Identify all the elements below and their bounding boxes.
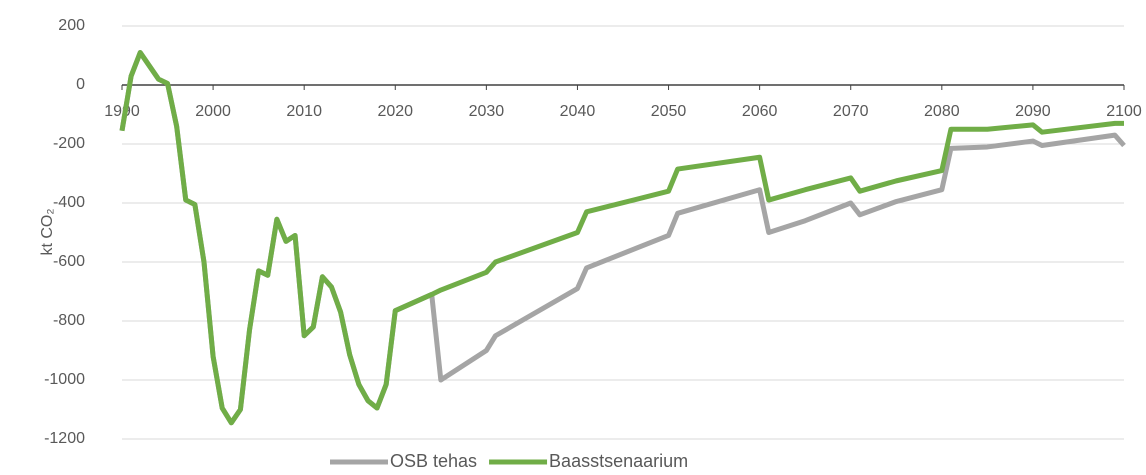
x-tick-label: 2030 <box>469 103 505 120</box>
x-tick-label: 2000 <box>195 103 231 120</box>
y-tick-label: 0 <box>76 76 85 93</box>
legend-label: Baasstsenaarium <box>549 451 688 471</box>
y-tick-label: -1000 <box>44 371 85 388</box>
x-tick-label: 2040 <box>560 103 596 120</box>
x-tick-label: 2020 <box>377 103 413 120</box>
y-tick-label: -400 <box>53 194 85 211</box>
x-tick-label: 2070 <box>833 103 869 120</box>
x-tick-label: 2080 <box>924 103 960 120</box>
x-tick-label: 2100 <box>1106 103 1142 120</box>
legend-label: OSB tehas <box>390 451 477 471</box>
y-tick-label: -600 <box>53 253 85 270</box>
y-axis-label: kt CO₂ <box>39 208 56 255</box>
x-tick-label: 2050 <box>651 103 687 120</box>
x-tick-label: 2060 <box>742 103 778 120</box>
y-tick-label: -200 <box>53 135 85 152</box>
y-tick-label: -800 <box>53 312 85 329</box>
x-tick-label: 2010 <box>286 103 322 120</box>
series-line <box>119 50 1124 426</box>
x-tick-label: 2090 <box>1015 103 1051 120</box>
x-tick-label: 1990 <box>104 103 140 120</box>
y-tick-label: 200 <box>58 17 85 34</box>
y-tick-label: -1200 <box>44 430 85 447</box>
